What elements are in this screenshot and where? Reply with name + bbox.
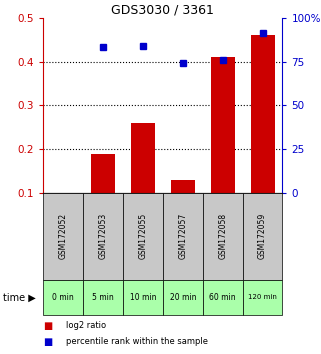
Text: 10 min: 10 min <box>130 293 156 302</box>
Title: GDS3030 / 3361: GDS3030 / 3361 <box>111 4 214 17</box>
Bar <box>83 193 123 280</box>
Text: ■: ■ <box>43 321 53 331</box>
Bar <box>251 35 274 193</box>
Text: 0 min: 0 min <box>52 293 74 302</box>
Bar <box>83 280 123 315</box>
Bar <box>163 193 203 280</box>
Text: time ▶: time ▶ <box>3 292 36 302</box>
Bar <box>203 193 243 280</box>
Bar <box>123 193 163 280</box>
Text: 120 min: 120 min <box>248 295 277 300</box>
Bar <box>171 180 195 193</box>
Bar <box>163 280 203 315</box>
Bar <box>211 57 235 193</box>
Bar <box>43 280 83 315</box>
Text: 20 min: 20 min <box>169 293 196 302</box>
Text: GSM172058: GSM172058 <box>218 213 227 259</box>
Text: 60 min: 60 min <box>209 293 236 302</box>
Bar <box>243 193 282 280</box>
Bar <box>131 123 155 193</box>
Bar <box>243 280 282 315</box>
Text: GSM172055: GSM172055 <box>138 213 147 259</box>
Text: ■: ■ <box>43 337 53 347</box>
Text: log2 ratio: log2 ratio <box>66 321 106 330</box>
Bar <box>43 193 83 280</box>
Bar <box>91 154 115 193</box>
Text: GSM172057: GSM172057 <box>178 213 187 259</box>
Text: GSM172052: GSM172052 <box>59 213 68 259</box>
Text: 5 min: 5 min <box>92 293 114 302</box>
Bar <box>203 280 243 315</box>
Bar <box>123 280 163 315</box>
Text: percentile rank within the sample: percentile rank within the sample <box>66 337 208 346</box>
Text: GSM172053: GSM172053 <box>99 213 108 259</box>
Text: GSM172059: GSM172059 <box>258 213 267 259</box>
